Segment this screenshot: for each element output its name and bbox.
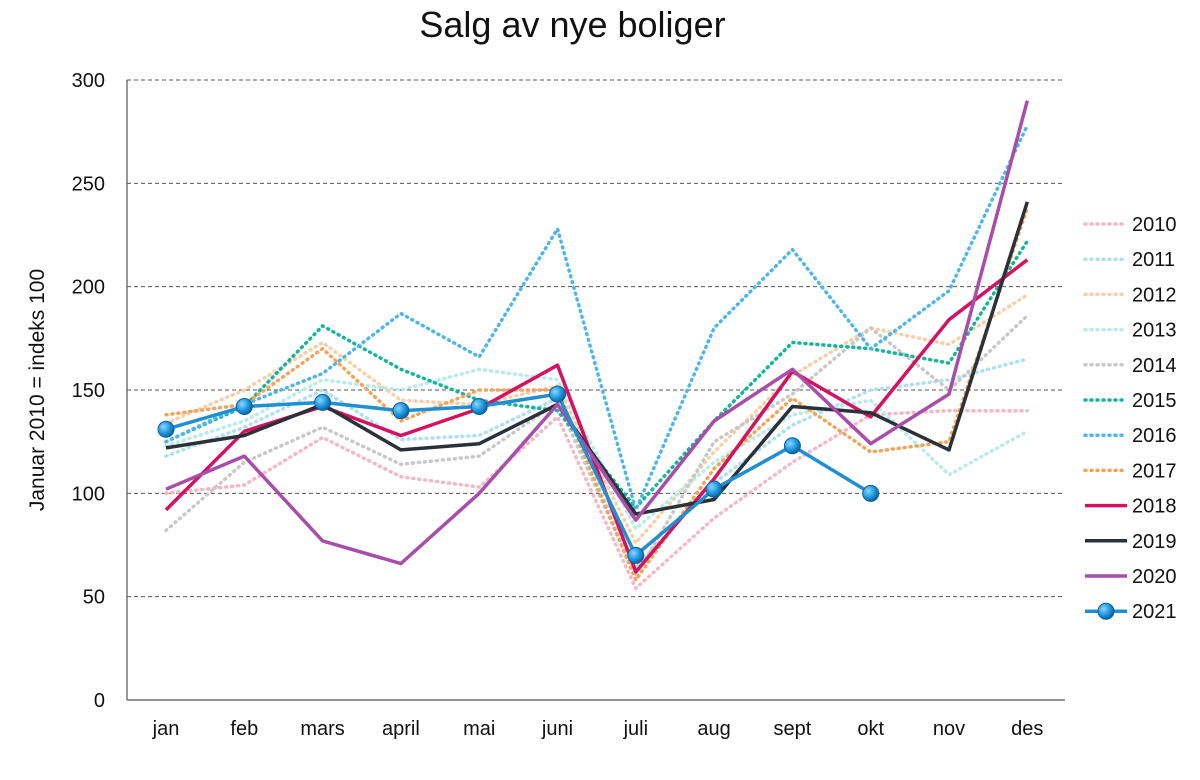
series-line [164, 408, 1030, 591]
legend-label: 2020 [1132, 566, 1177, 588]
legend-label: 2018 [1132, 496, 1177, 518]
axes: 0 50 100 150 200 250 300 jan feb mars april mai juni… [72, 70, 1065, 740]
data-point [862, 484, 880, 502]
x-tick-label: des [1011, 718, 1043, 740]
series-line [164, 367, 1030, 531]
y-tick-label: 300 [72, 70, 105, 92]
legend: 2010 2011 2012 2013 2014 2015 2016 2017 2018 2019… [1083, 214, 1177, 623]
legend-item: 2016 [1083, 425, 1177, 447]
series-lines [157, 100, 1030, 591]
legend-label: 2021 [1132, 601, 1177, 623]
y-axis-title: Januar 2010 = indeks 100 [26, 269, 49, 511]
y-tick-label: 200 [72, 277, 105, 299]
x-tick-label: nov [933, 718, 965, 740]
legend-item: 2020 [1085, 566, 1177, 588]
legend-label: 2010 [1132, 214, 1177, 236]
legend-label: 2019 [1132, 531, 1177, 553]
data-point [314, 393, 332, 411]
x-tick-label: juni [541, 718, 573, 740]
legend-label: 2017 [1132, 460, 1177, 482]
legend-item: 2019 [1085, 531, 1177, 553]
legend-item: 2018 [1085, 496, 1177, 518]
x-tick-label: april [382, 718, 420, 740]
legend-item: 2010 [1083, 214, 1177, 236]
legend-item: 2012 [1083, 284, 1177, 306]
x-tick-label: jan [152, 718, 180, 740]
data-point [235, 398, 253, 416]
y-tick-label: 150 [72, 380, 105, 402]
data-point [783, 437, 801, 455]
series-2021 [157, 385, 880, 564]
legend-item: 2014 [1083, 355, 1177, 377]
legend-item: 2011 [1083, 249, 1175, 271]
data-point [470, 398, 488, 416]
y-tick-label: 50 [83, 587, 105, 609]
data-point [627, 546, 645, 564]
legend-item: 2015 [1083, 390, 1177, 412]
series-line [164, 123, 1030, 512]
legend-label: 2011 [1132, 249, 1175, 271]
x-tick-label: juli [623, 718, 648, 740]
series-line [165, 100, 1029, 566]
series-2016 [164, 123, 1030, 512]
data-point [549, 385, 566, 403]
legend-marker [1097, 602, 1115, 620]
legend-item: 2017 [1083, 460, 1177, 482]
x-tick-label: mars [300, 718, 344, 740]
legend-label: 2012 [1132, 284, 1177, 306]
series-2015 [164, 239, 1030, 510]
series-line [165, 392, 872, 558]
legend-label: 2015 [1132, 390, 1177, 412]
series-2010 [164, 408, 1030, 591]
series-2017 [164, 206, 1030, 582]
y-tick-label: 100 [72, 483, 105, 505]
x-tick-label: okt [857, 718, 884, 740]
legend-label: 2016 [1132, 425, 1177, 447]
data-point [705, 480, 723, 498]
legend-label: 2014 [1132, 355, 1177, 377]
legend-item: 2013 [1083, 320, 1177, 342]
x-tick-label: aug [697, 718, 730, 740]
series-2013 [164, 367, 1030, 531]
legend-item: 2021 [1085, 601, 1177, 623]
x-tick-label: sept [773, 718, 811, 740]
series-line [164, 239, 1030, 510]
data-point [157, 420, 175, 438]
series-line [164, 206, 1030, 582]
series-2020 [165, 100, 1029, 566]
y-tick-label: 250 [72, 173, 105, 195]
y-tick-label: 0 [94, 690, 105, 712]
x-tick-label: feb [230, 718, 258, 740]
chart-title: Salg av nye boliger [419, 4, 726, 45]
data-point [392, 402, 410, 420]
legend-label: 2013 [1132, 320, 1177, 342]
x-tick-label: mai [463, 718, 495, 740]
